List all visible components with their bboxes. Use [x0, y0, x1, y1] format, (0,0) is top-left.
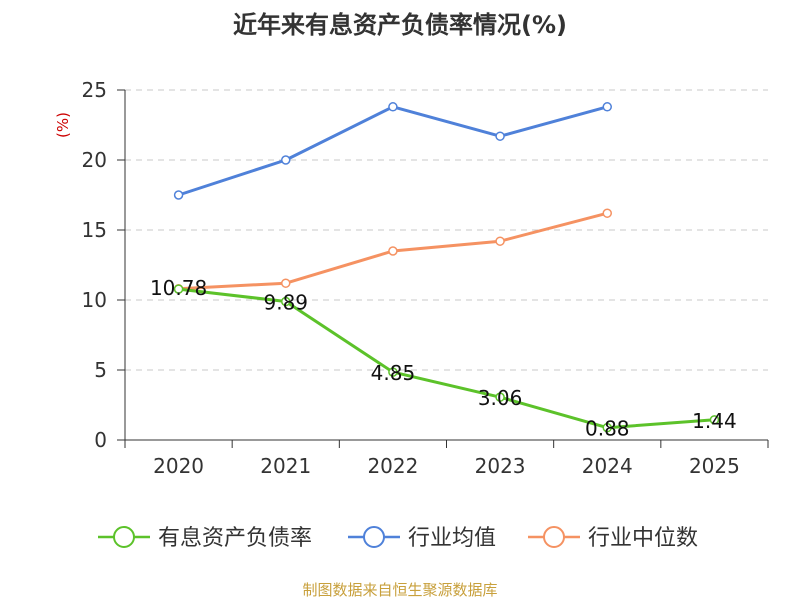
series-line-0: [178, 287, 715, 430]
series-point-2: [281, 278, 291, 288]
series-point-2: [388, 246, 398, 256]
series-point-0: [173, 284, 184, 294]
series-point-0: [388, 367, 398, 377]
x-tick-label: 2020: [153, 454, 204, 478]
legend: 有息资产负债率 行业均值 行业中位数: [98, 526, 698, 551]
y-tick-label: 25: [82, 78, 107, 102]
y-tick-label: 5: [94, 358, 107, 382]
x-tick-label: 2024: [582, 454, 633, 478]
y-axis-unit-label: (%): [54, 112, 72, 138]
legend-entry: 有息资产负债率: [158, 526, 312, 551]
y-tick-label: 0: [94, 428, 107, 452]
x-tick-label: 2022: [367, 454, 418, 478]
legend-swatch-marker: [113, 526, 135, 548]
legend-entry: 行业中位数: [588, 526, 698, 551]
data-labels: 10.78 9.89 4.85 3.06 0.88 1.44: [150, 276, 737, 441]
legend-entry: 行业均值: [408, 526, 496, 551]
series-point-0: [281, 296, 291, 307]
series-point-0: [602, 422, 612, 433]
x-tick-label: 2025: [689, 454, 740, 478]
data-label: 10.78: [150, 276, 207, 300]
series-point-1: [602, 102, 612, 112]
y-tick-label: 15: [82, 218, 107, 242]
data-label: 9.89: [263, 291, 308, 315]
series-point-2: [495, 236, 505, 246]
series-point-1: [388, 102, 398, 112]
data-label: 3.06: [478, 386, 523, 410]
series-group: [173, 102, 720, 433]
series-point-1: [173, 190, 184, 200]
source-note: 制图数据来自恒生聚源数据库: [302, 581, 497, 599]
data-label: 0.88: [585, 417, 630, 441]
series-point-0: [709, 415, 720, 425]
legend-swatch-marker: [543, 526, 565, 548]
data-label: 4.85: [371, 361, 416, 385]
data-label: 1.44: [692, 409, 737, 433]
y-tick-label: 10: [82, 288, 107, 312]
x-tick-label: 2021: [260, 454, 311, 478]
x-tick-label: 2023: [475, 454, 526, 478]
y-tick-label: 20: [82, 148, 107, 172]
series-point-2: [602, 208, 612, 218]
chart-title: 近年来有息资产负债率情况(%): [233, 11, 567, 39]
series-point-1: [495, 131, 505, 141]
series-point-1: [281, 155, 291, 165]
grid-lines: [125, 89, 768, 371]
series-line-1: [178, 105, 608, 197]
series-point-0: [495, 392, 505, 402]
legend-swatch-marker: [363, 526, 385, 548]
